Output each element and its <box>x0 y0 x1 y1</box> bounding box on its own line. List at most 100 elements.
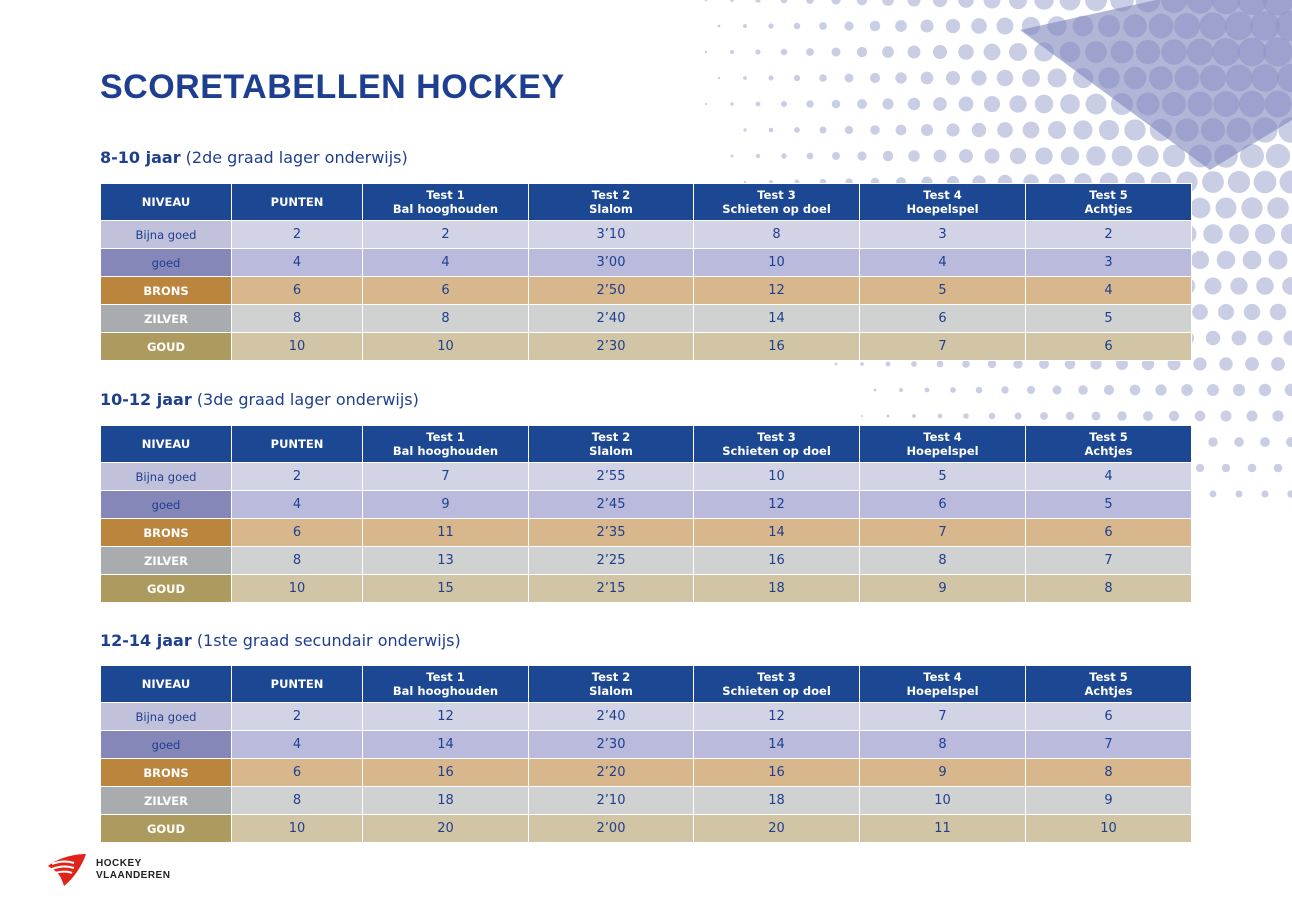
header-line1: NIVEAU <box>141 677 191 691</box>
header-line1: Test 2 <box>591 670 631 684</box>
score-table: NIVEAU PUNTEN Test 1 Bal hooghouden Test 2 Sl… <box>100 183 1192 361</box>
cell-test4: 5 <box>859 276 1026 305</box>
cell-test1: 13 <box>362 546 529 575</box>
cell-test3: 10 <box>693 462 860 491</box>
cell-test2: 3’00 <box>528 248 694 277</box>
header-line1: NIVEAU <box>141 195 191 209</box>
header-line2: Achtjes <box>1084 444 1133 458</box>
cell-test5: 10 <box>1025 814 1192 843</box>
level-cell: ZILVER <box>100 304 232 333</box>
cell-test2: 2’30 <box>528 332 694 361</box>
cell-test3: 14 <box>693 304 860 333</box>
header-line2: Schieten op doel <box>722 684 831 698</box>
cell-test4: 6 <box>859 304 1026 333</box>
header-line2: Hoepelspel <box>906 684 979 698</box>
level-cell: BRONS <box>100 758 232 787</box>
level-cell: BRONS <box>100 518 232 547</box>
header-line1: Test 2 <box>591 430 631 444</box>
cell-test1: 4 <box>362 248 529 277</box>
column-header-test5: Test 5 Achtjes <box>1025 183 1192 221</box>
section-title: 10-12 jaar (3de graad lager onderwijs) <box>100 390 419 409</box>
cell-punten: 2 <box>231 702 363 731</box>
column-header-test5: Test 5 Achtjes <box>1025 665 1192 703</box>
cell-test3: 16 <box>693 332 860 361</box>
cell-test1: 15 <box>362 574 529 603</box>
cell-test2: 2’30 <box>528 730 694 759</box>
school-level: (2de graad lager onderwijs) <box>185 148 408 167</box>
cell-test3: 16 <box>693 758 860 787</box>
cell-test1: 10 <box>362 332 529 361</box>
table-row: GOUD 10 10 2’30 16 7 6 <box>100 332 1192 361</box>
column-header-test4: Test 4 Hoepelspel <box>859 665 1026 703</box>
level-cell: goed <box>100 730 232 759</box>
header-line1: Test 2 <box>591 188 631 202</box>
cell-test5: 5 <box>1025 304 1192 333</box>
cell-test1: 9 <box>362 490 529 519</box>
header-line1: Test 5 <box>1089 430 1128 444</box>
level-cell: BRONS <box>100 276 232 305</box>
column-header-test4: Test 4 Hoepelspel <box>859 183 1026 221</box>
cell-test5: 3 <box>1025 248 1192 277</box>
header-line2: Achtjes <box>1084 202 1133 216</box>
column-header-test1: Test 1 Bal hooghouden <box>362 665 529 703</box>
cell-test3: 12 <box>693 490 860 519</box>
hockey-vlaanderen-logo: HOCKEY VLAANDEREN <box>44 852 170 888</box>
header-line2: Bal hooghouden <box>392 444 499 458</box>
table-row: Bijna goed 2 12 2’40 12 7 6 <box>100 702 1192 731</box>
section-title: 8-10 jaar (2de graad lager onderwijs) <box>100 148 408 167</box>
cell-test4: 7 <box>859 332 1026 361</box>
column-header-test3: Test 3 Schieten op doel <box>693 183 860 221</box>
column-header-test1: Test 1 Bal hooghouden <box>362 183 529 221</box>
level-cell: goed <box>100 248 232 277</box>
header-line1: Test 4 <box>923 188 962 202</box>
logo-text-line1: HOCKEY <box>96 858 142 869</box>
header-line1: Test 1 <box>426 188 465 202</box>
table-row: Bijna goed 2 2 3’10 8 3 2 <box>100 220 1192 249</box>
cell-test2: 2’55 <box>528 462 694 491</box>
column-header-niveau: NIVEAU <box>100 183 232 221</box>
cell-test5: 8 <box>1025 758 1192 787</box>
header-line1: PUNTEN <box>270 195 324 209</box>
logo-text-line2: VLAANDEREN <box>96 870 171 881</box>
cell-test2: 2’45 <box>528 490 694 519</box>
table-row: BRONS 6 16 2’20 16 9 8 <box>100 758 1192 787</box>
cell-test2: 2’15 <box>528 574 694 603</box>
cell-test1: 7 <box>362 462 529 491</box>
level-cell: Bijna goed <box>100 702 232 731</box>
cell-punten: 4 <box>231 248 363 277</box>
cell-punten: 6 <box>231 758 363 787</box>
cell-test5: 6 <box>1025 332 1192 361</box>
cell-test4: 9 <box>859 758 1026 787</box>
cell-punten: 10 <box>231 814 363 843</box>
cell-test5: 6 <box>1025 702 1192 731</box>
cell-punten: 2 <box>231 220 363 249</box>
header-line1: Test 3 <box>757 430 796 444</box>
cell-test4: 7 <box>859 702 1026 731</box>
level-cell: Bijna goed <box>100 220 232 249</box>
table-row: GOUD 10 15 2’15 18 9 8 <box>100 574 1192 603</box>
cell-test2: 2’40 <box>528 304 694 333</box>
cell-punten: 10 <box>231 574 363 603</box>
column-header-test2: Test 2 Slalom <box>528 183 694 221</box>
header-line2: Hoepelspel <box>906 444 979 458</box>
hockey-vlaanderen-logo-icon <box>48 854 86 886</box>
header-line2: Hoepelspel <box>906 202 979 216</box>
column-header-test3: Test 3 Schieten op doel <box>693 665 860 703</box>
age-group: 12-14 jaar <box>100 631 192 650</box>
header-line2: Bal hooghouden <box>392 202 499 216</box>
cell-punten: 2 <box>231 462 363 491</box>
header-line1: NIVEAU <box>141 437 191 451</box>
cell-punten: 8 <box>231 546 363 575</box>
cell-test5: 2 <box>1025 220 1192 249</box>
cell-test5: 4 <box>1025 276 1192 305</box>
column-header-test3: Test 3 Schieten op doel <box>693 425 860 463</box>
header-line1: Test 1 <box>426 430 465 444</box>
header-line2: Achtjes <box>1084 684 1133 698</box>
cell-punten: 4 <box>231 490 363 519</box>
table-row: ZILVER 8 13 2’25 16 8 7 <box>100 546 1192 575</box>
header-line1: PUNTEN <box>270 677 324 691</box>
table-row: goed 4 14 2’30 14 8 7 <box>100 730 1192 759</box>
column-header-test5: Test 5 Achtjes <box>1025 425 1192 463</box>
column-header-test4: Test 4 Hoepelspel <box>859 425 1026 463</box>
level-cell: Bijna goed <box>100 462 232 491</box>
